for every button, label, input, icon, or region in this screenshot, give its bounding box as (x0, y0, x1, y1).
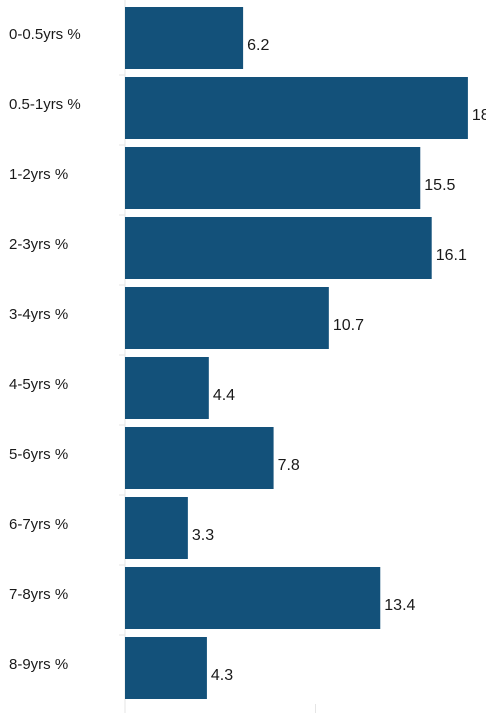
bar (125, 567, 381, 629)
data-label: 15.5 (424, 177, 455, 194)
bar (125, 287, 329, 349)
bar (125, 147, 421, 209)
data-label: 13.4 (384, 597, 415, 614)
data-label: 4.3 (211, 667, 233, 684)
category-label: 7-8yrs % (9, 586, 68, 603)
bar (125, 357, 209, 419)
category-label: 6-7yrs % (9, 516, 68, 533)
data-label: 10.7 (333, 317, 364, 334)
data-label: 7.8 (278, 457, 300, 474)
bar-layer (125, 7, 468, 699)
data-label: 18 (472, 107, 486, 124)
bar (125, 77, 468, 139)
category-label: 2-3yrs % (9, 236, 68, 253)
category-label: 5-6yrs % (9, 446, 68, 463)
category-label: 0-0.5yrs % (9, 26, 81, 43)
category-label: 4-5yrs % (9, 376, 68, 393)
data-label: 4.4 (213, 387, 235, 404)
category-label: 0.5-1yrs % (9, 96, 81, 113)
data-label: 3.3 (192, 527, 214, 544)
category-label: 3-4yrs % (9, 306, 68, 323)
bar (125, 7, 244, 69)
category-label: 8-9yrs % (9, 656, 68, 673)
label-layer: 0-0.5yrs % 6.2 0.5-1yrs % 18 1-2yrs % 15.5 2-3… (9, 26, 486, 684)
data-label: 6.2 (247, 37, 269, 54)
category-label: 1-2yrs % (9, 166, 68, 183)
bar (125, 217, 432, 279)
bar (125, 497, 188, 559)
bar (125, 637, 207, 699)
data-label: 16.1 (436, 247, 467, 264)
bar (125, 427, 274, 489)
